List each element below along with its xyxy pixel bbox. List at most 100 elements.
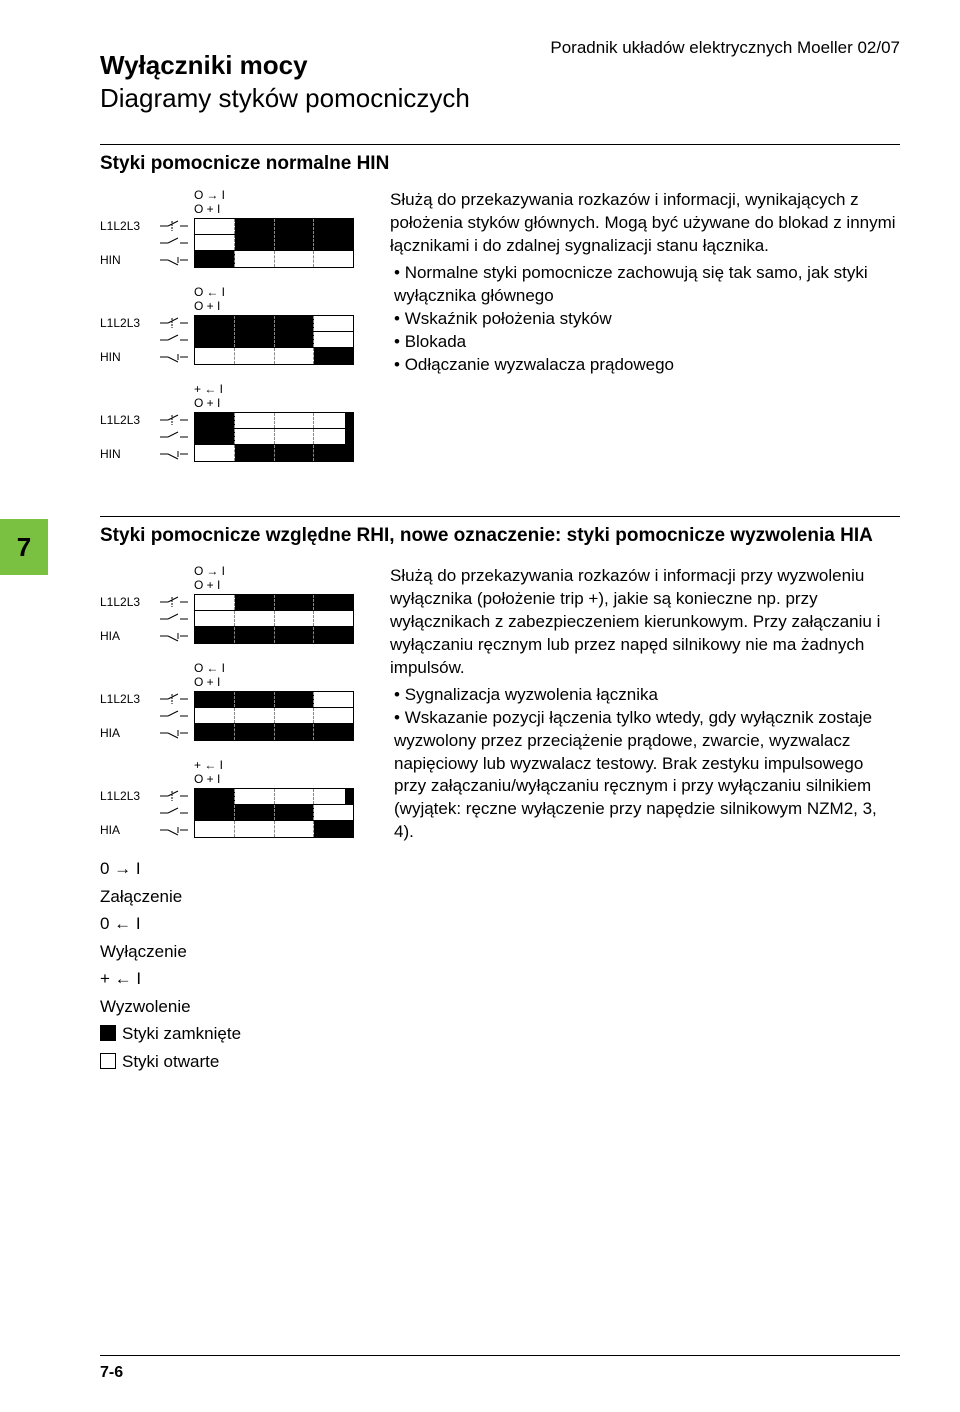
- legend-txt: Styki zamknięte: [122, 1024, 241, 1043]
- diagram-cell: [314, 789, 353, 804]
- diagram-state-header: + ← IO + I: [194, 759, 360, 785]
- no-contact-icon: [158, 430, 190, 444]
- divider: [100, 516, 900, 517]
- diagram-cell: [314, 708, 353, 723]
- diagram-cell: [275, 627, 315, 643]
- diagram-cell: [235, 235, 275, 250]
- section2-text: Służą do przekazywania rozkazów i inform…: [390, 565, 900, 1076]
- legend-txt: Wyłączenie: [100, 939, 360, 965]
- main-contact-icon: [158, 316, 190, 330]
- diagram-block: O → IO + IL1L2L3HIN: [100, 189, 360, 268]
- diagram-cell: [314, 627, 353, 643]
- title-block: Wyłączniki mocy Diagramy styków pomocnic…: [100, 50, 900, 114]
- diagram-row: [195, 611, 353, 627]
- diagram-state-header: + ← IO + I: [194, 383, 360, 409]
- diagram-row: [195, 219, 353, 235]
- no-contact-icon: [158, 612, 190, 626]
- section1-diagrams: O → IO + IL1L2L3HINO ← IO + IL1L2L3HIN+ …: [100, 189, 360, 480]
- diagram-cell: [195, 332, 235, 347]
- diagram-cell: [235, 219, 275, 234]
- diagram-cell: [235, 429, 275, 444]
- diagram-cell: [235, 595, 275, 610]
- diagram-block: + ← IO + I L1L2L3 HIA: [100, 759, 360, 838]
- diagram-cell: [275, 235, 315, 250]
- diagram-cell: [235, 611, 275, 626]
- diagram-cell: [314, 219, 353, 234]
- diagram-state-header: O → IO + I: [194, 565, 360, 591]
- diagram-cell: [195, 805, 235, 820]
- diagram-label: L1L2L3: [100, 596, 154, 608]
- diagram-cell: [275, 724, 315, 740]
- header-right: Poradnik układów elektrycznych Moeller 0…: [550, 38, 900, 58]
- divider: [100, 144, 900, 145]
- main-contact-icon: [158, 789, 190, 803]
- section2-intro: Służą do przekazywania rozkazów i inform…: [390, 565, 900, 680]
- diagram-cell: [314, 348, 353, 364]
- diagram-cell: [314, 332, 353, 347]
- nc-contact-icon: [158, 823, 190, 837]
- legend-square-open-icon: [100, 1053, 116, 1069]
- diagram-block: O → IO + I L1L2L3 HIA: [100, 565, 360, 644]
- nc-contact-icon: [158, 350, 190, 364]
- nc-contact-icon: [158, 253, 190, 267]
- diagram-cell: [195, 235, 235, 250]
- diagram-cell: [195, 219, 235, 234]
- diagram-label: HIA: [100, 824, 154, 836]
- diagram-row: [195, 316, 353, 332]
- diagram-cell: [195, 251, 235, 267]
- diagram-cell: [235, 627, 275, 643]
- diagram-cell: [275, 692, 315, 707]
- diagram-cell: [314, 724, 353, 740]
- diagram-cell: [275, 251, 315, 267]
- no-contact-icon: [158, 333, 190, 347]
- diagram-row: [195, 413, 353, 429]
- diagram-cell: [275, 316, 315, 331]
- diagram-cell: [314, 595, 353, 610]
- legend-sym: + ← I: [100, 969, 141, 988]
- timing-diagram: L1L2L3HIN: [100, 412, 360, 462]
- diagram-row: [195, 821, 353, 837]
- section2-title: Styki pomocnicze względne RHI, nowe ozna…: [100, 525, 900, 547]
- nc-contact-icon: [158, 629, 190, 643]
- diagram-cell: [314, 805, 353, 820]
- diagram-row: [195, 789, 353, 805]
- diagram-cell: [235, 805, 275, 820]
- section2-body: O → IO + I L1L2L3 HIA O ← IO + IL1L2L3HIA + …: [100, 565, 900, 1076]
- diagram-cell: [235, 316, 275, 331]
- diagram-cell: [235, 348, 275, 364]
- main-contact-icon: [158, 692, 190, 706]
- diagram-cell: [275, 611, 315, 626]
- diagram-row: [195, 627, 353, 643]
- diagram-cell: [195, 821, 235, 837]
- main-contact-icon: [158, 595, 190, 609]
- section1-text: Służą do przekazywania rozkazów i inform…: [390, 189, 900, 480]
- diagram-cell: [275, 413, 315, 428]
- diagram-block: O ← IO + IL1L2L3HIA: [100, 662, 360, 741]
- diagram-block: + ← IO + I L1L2L3HIN: [100, 383, 360, 462]
- diagram-cell: [235, 821, 275, 837]
- diagram-state-header: O ← IO + I: [194, 286, 360, 312]
- diagram-cell: [275, 429, 315, 444]
- diagram-cell: [235, 332, 275, 347]
- diagram-label: HIA: [100, 630, 154, 642]
- legend: 0 → I Załączenie 0 ← I Wyłączenie + ← I …: [100, 856, 360, 1074]
- diagram-cell: [195, 692, 235, 707]
- diagram-cell: [314, 316, 353, 331]
- diagram-cell: [314, 251, 353, 267]
- diagram-cell: [314, 445, 353, 461]
- diagram-row: [195, 724, 353, 740]
- no-contact-icon: [158, 236, 190, 250]
- legend-sym: 0 ← I: [100, 914, 141, 933]
- diagram-row: [195, 595, 353, 611]
- diagram-state-header: O → IO + I: [194, 189, 360, 215]
- diagram-cell: [195, 445, 235, 461]
- timing-diagram: L1L2L3HIN: [100, 315, 360, 365]
- diagram-label: L1L2L3: [100, 790, 154, 802]
- diagram-row: [195, 332, 353, 348]
- diagram-cell: [235, 708, 275, 723]
- diagram-cell: [275, 789, 315, 804]
- bullet-item: Blokada: [394, 331, 900, 354]
- nc-contact-icon: [158, 447, 190, 461]
- bullet-item: Sygnalizacja wyzwolenia łącznika: [394, 684, 900, 707]
- diagram-cell: [275, 708, 315, 723]
